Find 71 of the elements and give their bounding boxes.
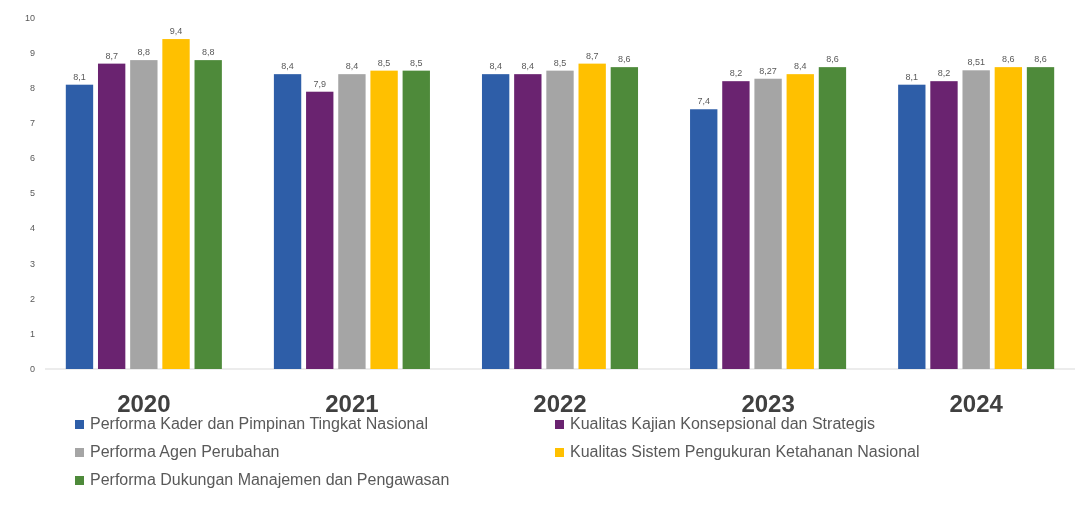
data-label: 9,4 [169,26,183,37]
bar [130,60,158,369]
data-label: 8,1 [73,71,86,82]
bar [578,63,606,369]
bar [1026,67,1055,369]
y-tick-label: 6 [29,153,35,164]
data-label: 8,4 [794,61,807,72]
data-label: 8,8 [137,47,151,58]
x-tick-label: 2024 [949,390,1004,417]
bar [514,74,542,369]
bar [690,109,718,369]
data-label: 8,6 [1002,54,1015,65]
x-tick-label: 2020 [117,390,171,417]
bar [994,67,1023,369]
bar [273,74,302,369]
y-tick-label: 10 [24,12,35,23]
bar [546,70,574,369]
bar [818,67,847,369]
y-tick-label: 5 [29,188,35,199]
bar [370,70,398,369]
data-label: 8,4 [281,61,294,72]
data-label: 8,4 [489,61,502,72]
bar [930,81,958,369]
data-label: 8,7 [105,50,118,61]
y-tick-label: 1 [29,328,35,339]
data-label: 8,8 [201,47,215,58]
data-label: 8,7 [585,50,599,61]
data-label: 8,6 [1034,54,1047,65]
bar [306,91,334,369]
bar [481,74,510,369]
y-tick-label: 7 [29,118,35,129]
data-label: 7,4 [697,96,710,107]
bar [786,74,814,369]
data-label: 8,51 [967,57,985,68]
bar [402,70,430,369]
legend-label: Performa Dukungan Manajemen dan Pengawasan [90,471,450,488]
y-tick-label: 2 [29,293,35,304]
bar [610,67,639,369]
legend-label: Kualitas Kajian Konsepsional dan Strategis [570,415,876,432]
data-label: 8,2 [937,68,951,79]
data-label: 8,1 [905,71,919,82]
data-label: 8,4 [345,61,359,72]
y-tick-label: 8 [29,83,35,94]
data-label: 8,4 [521,61,535,72]
y-tick-label: 4 [29,223,35,234]
bar [962,70,990,369]
legend-label: Kualitas Sistem Pengukuran Ketahanan Nasional [570,443,920,460]
bar [97,63,126,369]
bar [194,60,222,369]
data-label: 8,2 [729,68,743,79]
bar [722,81,750,369]
data-label: 8,6 [826,54,839,65]
data-label: 8,5 [553,57,567,68]
bar [898,84,926,369]
data-label: 8,5 [410,57,423,68]
data-label: 8,5 [377,57,391,68]
bar [65,84,94,369]
data-label: 8,27 [759,65,777,76]
data-label: 8,6 [618,54,631,65]
bar [754,78,782,369]
bar [338,74,366,369]
y-tick-label: 9 [29,47,35,58]
bar [162,39,190,369]
x-tick-label: 2023 [741,390,795,417]
x-tick-label: 2022 [533,390,587,417]
y-tick-label: 3 [29,258,35,269]
legend-label: Performa Agen Perubahan [90,443,280,460]
x-tick-label: 2021 [325,390,379,417]
data-label: 7,9 [313,78,326,89]
legend-label: Performa Kader dan Pimpinan Tingkat Nasional [90,415,428,432]
y-tick-label: 0 [29,363,35,374]
